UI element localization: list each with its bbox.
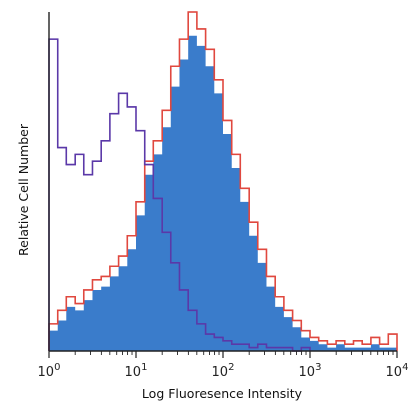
x-tick-label: 101: [125, 362, 148, 380]
series-2-outline: [48, 38, 311, 352]
histogram-area: [49, 35, 397, 351]
series-0-filled: [49, 35, 397, 351]
x-tick-label: 100: [38, 362, 61, 380]
y-axis-title: Relative Cell Number: [16, 123, 31, 256]
x-axis-title: Log Fluoresence Intensity: [142, 386, 303, 401]
x-tick-label: 102: [212, 362, 235, 380]
plot-area: [48, 11, 398, 352]
x-tick-label: 104: [386, 362, 409, 380]
x-tick-label: 103: [299, 362, 322, 380]
x-ticks: 100 101 102 103 104: [38, 351, 409, 380]
series-1-outline: [48, 11, 398, 351]
